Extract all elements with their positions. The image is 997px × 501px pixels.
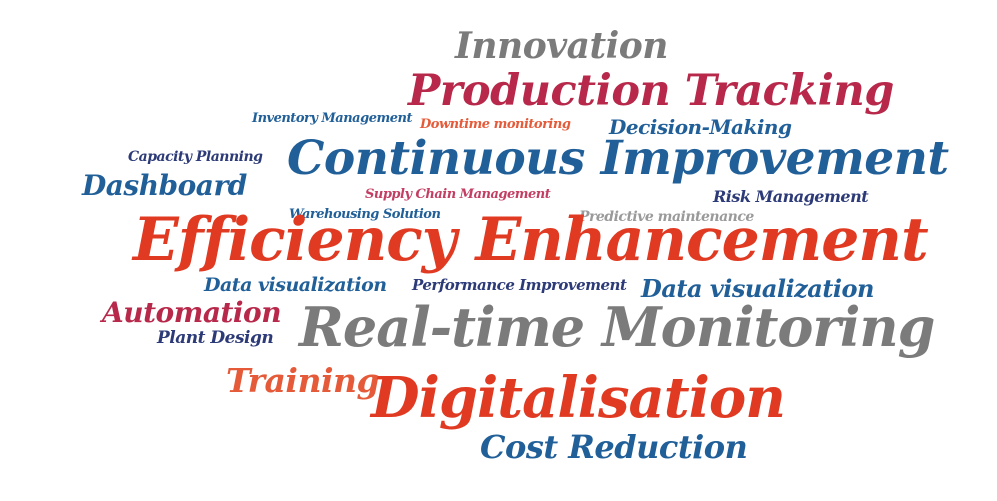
word-efficiency-enhancement: Efficiency Enhancement — [133, 205, 929, 275]
word-innovation: Innovation — [455, 25, 668, 67]
word-risk-management: Risk Management — [713, 187, 869, 206]
word-real-time-monitoring: Real-time Monitoring — [299, 295, 935, 359]
word-digitalisation: Digitalisation — [371, 365, 786, 431]
word-production-tracking: Production Tracking — [408, 66, 894, 116]
word-data-visualization: Data visualization — [641, 274, 875, 303]
word-performance-improvement: Performance Improvement — [412, 276, 627, 294]
word-supply-chain-management: Supply Chain Management — [365, 187, 551, 202]
word-downtime-monitoring: Downtime monitoring — [420, 117, 571, 132]
word-inventory-management: Inventory Management — [252, 111, 412, 126]
word-cost-reduction: Cost Reduction — [480, 428, 748, 466]
word-dashboard: Dashboard — [82, 169, 247, 202]
word-automation: Automation — [102, 296, 282, 329]
word-decision-making: Decision-Making — [609, 115, 792, 139]
word-continuous-improvement: Continuous Improvement — [287, 131, 949, 186]
word-training: Training — [226, 361, 380, 400]
word-capacity-planning: Capacity Planning — [128, 149, 263, 165]
word-warehousing-solution: Warehousing Solution — [289, 207, 441, 222]
word-predictive-maintenance: Predictive maintenance — [579, 209, 754, 225]
word-plant-design: Plant Design — [157, 328, 274, 348]
word-data-visualization: Data visualization — [204, 274, 387, 296]
